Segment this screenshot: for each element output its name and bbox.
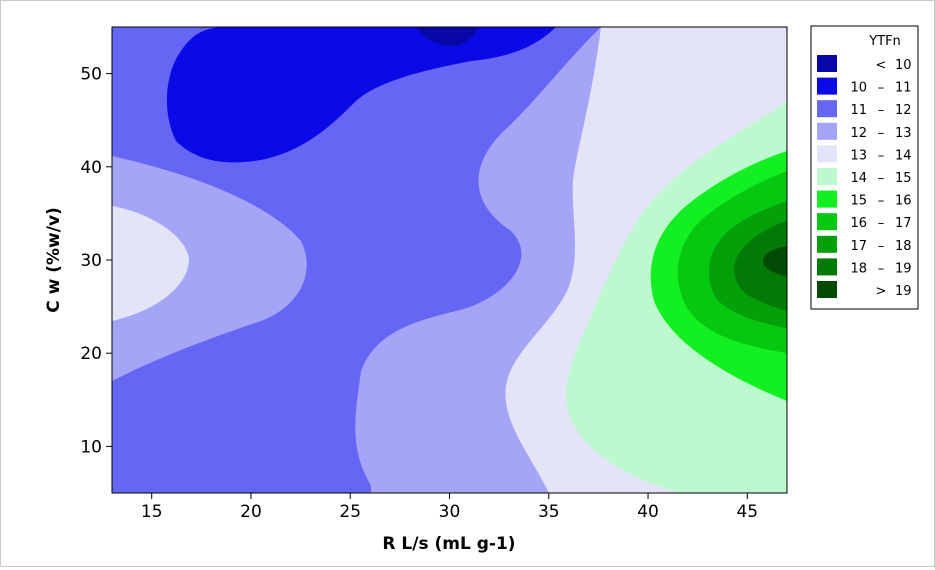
- legend-label-value: 19: [895, 284, 912, 299]
- legend: YTFn <1010–1111–1212–1313–1414–1515–1616…: [810, 25, 919, 310]
- legend-label-low: 14: [850, 171, 867, 186]
- legend-label-sep: –: [878, 148, 885, 163]
- legend-label-high: 16: [895, 194, 912, 209]
- y-tick-label: 40: [80, 158, 102, 178]
- legend-box: [810, 25, 919, 310]
- legend-label-value: 10: [895, 58, 912, 73]
- legend-label-low: 18: [850, 261, 867, 276]
- legend-label-low: 10: [850, 81, 867, 96]
- legend-swatch: [817, 258, 837, 276]
- legend-label-high: 19: [895, 261, 912, 276]
- legend-swatch: [817, 100, 837, 118]
- region-18-19: [734, 221, 787, 311]
- x-tick-label: 25: [339, 502, 361, 522]
- legend-label-sep: –: [878, 81, 885, 96]
- legend-label-high: 18: [895, 239, 912, 254]
- x-tick-label: 35: [538, 502, 560, 522]
- legend-label-sep: –: [878, 239, 885, 254]
- legend-label-sep: –: [878, 194, 885, 209]
- legend-label-high: 12: [895, 103, 912, 118]
- legend-label-low: 13: [850, 148, 867, 163]
- x-tick-label: 40: [637, 502, 659, 522]
- y-axis-title: C w (%w/v): [44, 207, 64, 313]
- y-axis: 10 20 30 40 50: [80, 65, 112, 457]
- legend-swatch: [817, 168, 837, 185]
- legend-swatch: [817, 145, 837, 163]
- legend-label-sep: –: [878, 261, 885, 276]
- legend-items: <1010–1111–1212–1313–1414–1515–1616–1717…: [817, 55, 912, 299]
- y-tick-label: 10: [80, 437, 102, 457]
- legend-label-low: 11: [850, 103, 867, 118]
- legend-swatch: [817, 235, 837, 253]
- legend-title: YTFn: [868, 34, 901, 49]
- legend-swatch: [817, 213, 837, 231]
- x-axis-title: R L/s (mL g-1): [382, 534, 515, 554]
- region-10-11: [112, 27, 556, 163]
- contour-regions: [112, 27, 787, 493]
- legend-label-high: 17: [895, 216, 912, 231]
- x-tick-label: 15: [141, 502, 163, 522]
- legend-label-sep: –: [878, 126, 885, 141]
- legend-label-low: 17: [850, 239, 867, 254]
- legend-label-low: 12: [850, 126, 867, 141]
- x-tick-label: 30: [439, 502, 461, 522]
- legend-swatch: [817, 122, 837, 140]
- legend-swatch: [817, 55, 837, 72]
- y-tick-label: 20: [80, 344, 102, 364]
- x-tick-label: 20: [240, 502, 262, 522]
- region-12-13-bottom: [371, 459, 496, 493]
- legend-label-op: <: [876, 58, 887, 73]
- legend-swatch: [817, 190, 837, 208]
- legend-label-low: 16: [850, 216, 867, 231]
- legend-label-sep: –: [878, 216, 885, 231]
- legend-label-sep: –: [878, 103, 885, 118]
- region-gt-19: [763, 246, 787, 277]
- legend-label-op: >: [876, 284, 887, 299]
- region-13-14-left: [112, 206, 189, 321]
- y-tick-label: 50: [80, 65, 102, 85]
- legend-label-high: 15: [895, 171, 912, 186]
- legend-swatch: [817, 281, 837, 298]
- y-tick-label: 30: [80, 251, 102, 271]
- legend-label-high: 13: [895, 126, 912, 141]
- x-tick-label: 45: [736, 502, 758, 522]
- legend-label-low: 15: [850, 194, 867, 209]
- legend-swatch: [817, 77, 837, 95]
- legend-label-high: 11: [895, 81, 912, 96]
- x-axis: 15 20 25 30 35 40 45: [141, 493, 758, 522]
- region-lt-10: [416, 27, 479, 47]
- legend-label-high: 14: [895, 148, 912, 163]
- legend-label-sep: –: [878, 171, 885, 186]
